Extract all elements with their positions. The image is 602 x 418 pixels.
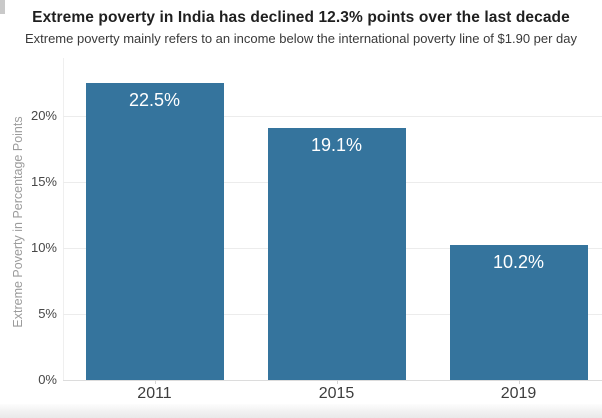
gridline: [63, 116, 602, 117]
y-axis-title: Extreme Poverty in Percentage Points: [11, 116, 25, 328]
bar-2019: 10.2%: [449, 245, 588, 380]
x-tick-label: 2019: [500, 385, 537, 402]
x-axis-line: [63, 380, 602, 381]
x-tick-mark: [336, 380, 338, 384]
x-tick-label: 2011: [137, 385, 172, 402]
plot-area: [63, 58, 602, 380]
y-tick-label: 20%: [30, 108, 57, 123]
chart-title: Extreme poverty in India has declined 12…: [32, 9, 570, 26]
bar-value-label: 22.5%: [128, 90, 181, 110]
screen-edge-artifact: [0, 0, 5, 14]
bottom-page-strip: [0, 404, 602, 418]
y-tick-label: 0%: [38, 372, 57, 387]
chart-subtitle: Extreme poverty mainly refers to an inco…: [24, 31, 578, 46]
y-tick-label: 15%: [30, 174, 57, 189]
x-tick-label: 2015: [318, 385, 355, 402]
y-tick-label: 5%: [38, 306, 57, 321]
bar-value-label: 10.2%: [492, 252, 545, 273]
x-tick-mark: [154, 380, 156, 384]
bar-2015: 19.1%: [267, 127, 406, 380]
x-tick-mark: [518, 380, 520, 384]
bar-2011: 22.5%: [85, 83, 224, 380]
bar-value-label: 19.1%: [310, 134, 363, 155]
y-tick-label: 10%: [30, 240, 57, 255]
